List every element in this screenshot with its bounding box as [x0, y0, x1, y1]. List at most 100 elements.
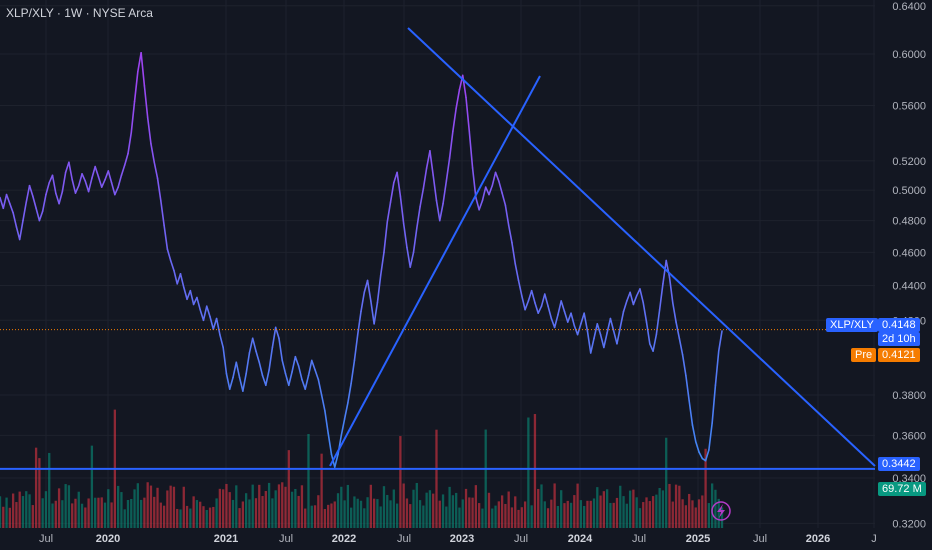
price-line-segment — [412, 227, 418, 254]
x-tick-label: 2022 — [332, 533, 356, 545]
volume-bar — [609, 502, 612, 528]
price-line-segment — [15, 226, 21, 241]
volume-bar — [353, 496, 356, 528]
volume-bar — [333, 501, 336, 528]
price-line-segment — [563, 310, 569, 323]
price-line-segment — [537, 305, 543, 315]
price-line-segment — [356, 310, 362, 336]
volume-bar — [258, 484, 261, 528]
volume-bar — [67, 485, 71, 528]
volume-bar — [310, 505, 313, 528]
volume-bar — [661, 490, 665, 528]
price-line-segment — [511, 241, 517, 265]
y-tick-label: 0.5000 — [892, 185, 926, 197]
volume-bar — [34, 447, 38, 528]
volume-bar — [336, 493, 340, 528]
volume-bar — [15, 502, 18, 528]
price-line-segment — [580, 312, 585, 325]
price-line-segment — [530, 289, 536, 304]
x-tick-label: 2026 — [806, 533, 830, 545]
price-line-segment — [304, 374, 310, 390]
price-line-segment — [314, 369, 320, 381]
price-line-segment — [642, 301, 648, 323]
volume-bar — [655, 494, 658, 528]
volume-bar — [425, 492, 428, 528]
price-line-segment — [212, 317, 218, 331]
volume-bar — [149, 485, 153, 528]
price-line-segment — [333, 453, 339, 468]
volume-bar — [182, 486, 185, 528]
volume-bar — [300, 485, 304, 528]
price-line-segment — [71, 178, 77, 194]
volume-bar — [103, 502, 107, 528]
price-line-segment — [481, 186, 487, 202]
volume-bar — [628, 490, 632, 528]
volume-bar — [166, 490, 169, 528]
price-line-segment — [396, 171, 402, 197]
price-line-segment — [310, 359, 316, 371]
volume-bar — [540, 484, 543, 528]
volume-bar — [287, 450, 290, 528]
price-line-segment — [573, 324, 579, 336]
volume-bar — [596, 487, 599, 528]
volume-bar — [537, 488, 540, 528]
price-line-segment — [297, 365, 303, 381]
volume-bar — [244, 493, 248, 528]
volume-bar — [51, 503, 54, 528]
volume-bar — [589, 500, 592, 528]
y-tick-label: 0.6400 — [892, 1, 926, 13]
price-line-segment — [22, 201, 28, 222]
price-line-segment — [340, 418, 346, 437]
ascending-trendline — [329, 75, 541, 467]
price-line-segment — [448, 130, 454, 159]
price-line-segment — [383, 221, 389, 254]
volume-bar — [228, 492, 231, 528]
volume-bar — [294, 488, 297, 528]
volume-bar — [281, 482, 284, 528]
price-line-segment — [717, 330, 723, 352]
price-line-segment — [376, 274, 382, 304]
price-line-segment — [146, 116, 152, 145]
volume-bar — [199, 501, 202, 528]
price-line-segment — [265, 369, 270, 387]
volume-bar — [619, 485, 622, 528]
price-line-segment — [665, 259, 671, 278]
volume-bar — [48, 452, 51, 528]
price-line-segment — [182, 286, 188, 301]
price-line-segment — [478, 199, 484, 211]
price-line-segment — [222, 346, 228, 375]
x-tick-label: 2021 — [214, 533, 238, 545]
price-line-segment — [202, 305, 208, 322]
volume-bar — [704, 448, 707, 528]
volume-bar — [225, 483, 228, 528]
price-line-segment — [173, 269, 179, 285]
volume-bar — [212, 506, 215, 528]
price-line-segment — [435, 199, 441, 222]
volume-bar — [714, 489, 717, 528]
volume-bar — [363, 508, 366, 528]
y-tick-label: 0.3200 — [892, 518, 926, 530]
volume-bar — [497, 501, 500, 528]
volume-bar — [251, 484, 254, 528]
volume-bar — [284, 486, 287, 528]
x-tick-label: Jul — [632, 533, 646, 545]
price-line-segment — [612, 330, 618, 345]
volume-bar — [222, 489, 225, 528]
price-line-segment — [41, 193, 47, 213]
price-line-segment — [586, 330, 592, 354]
price-line-segment — [629, 291, 635, 306]
price-line-segment — [77, 173, 83, 187]
volume-bar — [441, 494, 445, 528]
volume-bar — [573, 495, 576, 528]
volume-bar — [304, 508, 307, 528]
volume-bar — [474, 485, 478, 528]
volume-bar — [11, 493, 15, 528]
volume-bar — [8, 507, 11, 528]
volume-bar — [71, 503, 74, 528]
volume-bar — [461, 499, 464, 528]
volume-bar — [169, 485, 172, 528]
price-line-segment — [192, 296, 198, 306]
volume-bar — [274, 490, 277, 528]
last-price-symbol-tag: XLP/XLY — [826, 318, 878, 332]
